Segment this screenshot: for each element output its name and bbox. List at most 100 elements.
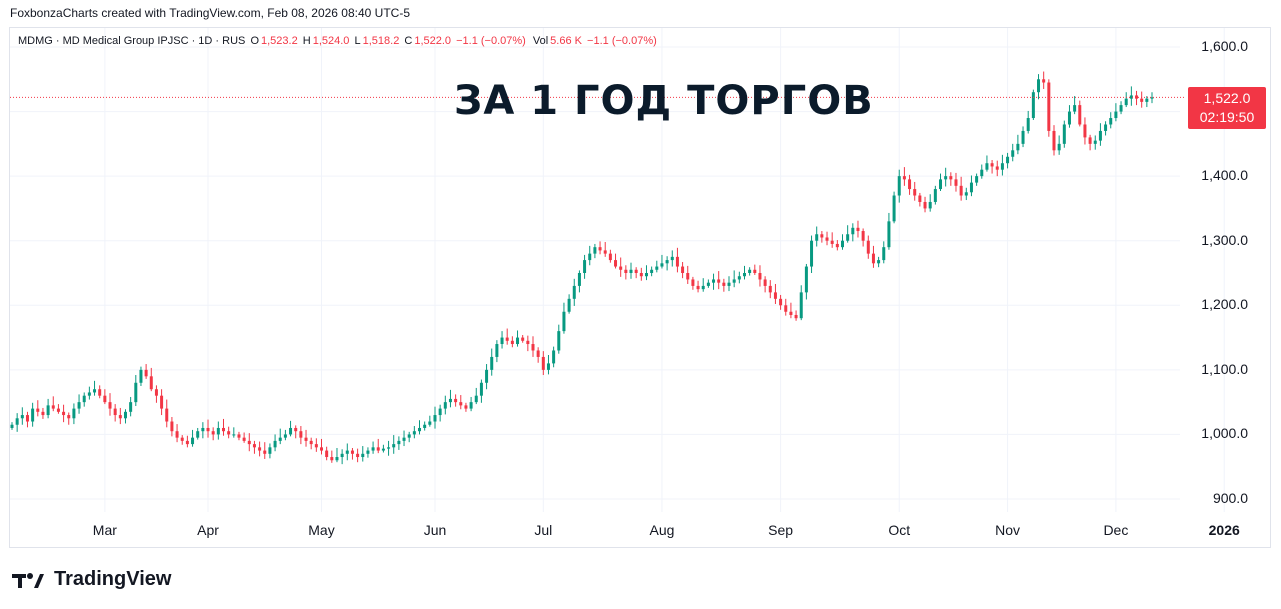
candle-body xyxy=(717,279,721,283)
candle-body xyxy=(1104,124,1108,131)
candle-body xyxy=(1124,98,1128,106)
candle-body xyxy=(650,269,654,273)
candle-body xyxy=(753,269,757,273)
candle-body xyxy=(675,256,679,267)
candle-body xyxy=(191,437,195,445)
candle-body xyxy=(103,395,107,403)
candle-body xyxy=(897,176,901,196)
candle-body xyxy=(887,221,891,248)
candle-body xyxy=(1037,79,1041,93)
candle-body xyxy=(748,269,752,273)
x-tick-label: Aug xyxy=(649,522,675,538)
candle-body xyxy=(361,453,365,458)
candle-body xyxy=(727,282,731,286)
candle-body xyxy=(232,434,236,436)
candle-body xyxy=(784,305,788,312)
candle-body xyxy=(227,431,231,435)
candle-body xyxy=(799,292,803,319)
legend-close-value: 1,522.0 xyxy=(414,35,452,47)
candle-body xyxy=(660,263,664,267)
candle-body xyxy=(572,285,576,299)
candle-body xyxy=(350,450,354,454)
candle-body xyxy=(913,189,917,196)
candle-body xyxy=(464,405,468,409)
candle-body xyxy=(1073,105,1077,112)
candle-body xyxy=(846,234,850,241)
candle-body xyxy=(108,402,112,409)
candle-body xyxy=(768,285,772,293)
candle-body xyxy=(46,405,50,416)
candle-body xyxy=(944,176,948,180)
candle-body xyxy=(969,182,973,193)
y-tick-label: 1,200.0 xyxy=(1201,296,1248,313)
candle-body xyxy=(526,340,530,345)
x-tick-label: Sep xyxy=(768,522,794,538)
candle-body xyxy=(691,279,695,286)
candle-body xyxy=(144,369,148,377)
tradingview-logo[interactable]: TradingView xyxy=(12,568,171,591)
candle-body xyxy=(376,447,380,451)
candle-body xyxy=(196,431,200,438)
y-tick-label: 1,400.0 xyxy=(1201,167,1248,184)
candle-body xyxy=(1026,118,1030,131)
candle-body xyxy=(62,411,66,416)
candle-body xyxy=(763,279,767,286)
candle-body xyxy=(541,356,545,370)
candle-body xyxy=(490,356,494,370)
candle-body xyxy=(165,408,169,422)
candle-body xyxy=(31,408,35,422)
tradingview-brand: TradingView xyxy=(54,568,172,590)
bar-countdown: 02:19:50 xyxy=(1199,109,1255,125)
candle-body xyxy=(696,285,700,290)
candle-body xyxy=(283,434,287,438)
candle-body xyxy=(237,434,241,438)
candle-body xyxy=(392,444,396,448)
candle-body xyxy=(418,427,422,432)
legend-low-value: 1,518.2 xyxy=(362,35,400,47)
chart-credit: FoxbonzaCharts created with TradingView.… xyxy=(10,6,410,20)
candle-body xyxy=(160,395,164,409)
candle-body xyxy=(41,411,45,416)
candle-body xyxy=(10,424,14,428)
candle-body xyxy=(381,448,385,451)
candle-body xyxy=(113,408,117,416)
candle-body xyxy=(1145,98,1149,102)
candle-body xyxy=(1021,130,1025,144)
candle-body xyxy=(939,179,943,190)
candle-body xyxy=(1135,95,1139,99)
x-tick-label: May xyxy=(308,522,335,538)
candle-body xyxy=(263,450,267,454)
candle-body xyxy=(908,179,912,190)
candle-body xyxy=(995,166,999,170)
candle-body xyxy=(779,298,783,306)
candle-body xyxy=(258,447,262,451)
candle-body xyxy=(593,247,597,254)
candle-body xyxy=(866,240,870,254)
chart-frame[interactable] xyxy=(9,27,1271,548)
candle-body xyxy=(149,376,153,390)
candle-body xyxy=(185,440,189,445)
candle-body xyxy=(25,415,29,422)
last-price-value: 1,522.0 xyxy=(1203,90,1251,106)
candle-body xyxy=(211,431,215,435)
candle-body xyxy=(1098,130,1102,141)
candle-body xyxy=(567,298,571,312)
legend-symbol[interactable]: MDMG · MD Medical Group IPJSC · 1D · RUS xyxy=(18,35,246,47)
candle-body xyxy=(959,185,963,196)
candle-body xyxy=(629,269,633,273)
candle-body xyxy=(923,201,927,209)
candle-body xyxy=(98,389,102,396)
candle-body xyxy=(990,163,994,167)
candle-body xyxy=(325,450,329,458)
candle-body xyxy=(985,163,989,170)
candle-body xyxy=(964,192,968,196)
candle-body xyxy=(299,431,303,438)
candle-body xyxy=(1109,118,1113,125)
candle-body xyxy=(371,447,375,451)
candle-body xyxy=(614,260,618,267)
candle-body xyxy=(1052,130,1056,151)
candle-body xyxy=(624,269,628,273)
candle-body xyxy=(840,240,844,248)
candle-body xyxy=(221,427,225,432)
